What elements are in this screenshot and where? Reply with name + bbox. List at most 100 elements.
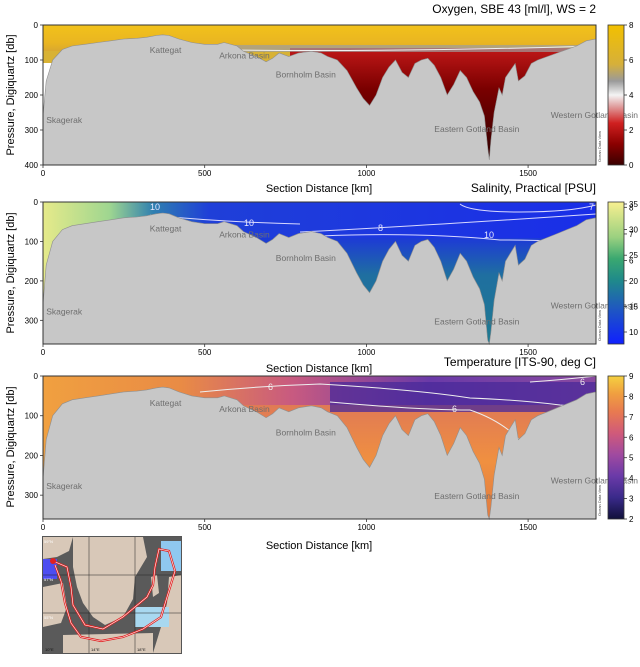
- y-tick-label: 300: [25, 126, 39, 135]
- colorbar-tick-label: 30: [629, 226, 638, 235]
- region-label: Eastern Gotland Basin: [434, 124, 519, 134]
- y-tick-label: 200: [25, 451, 39, 460]
- salinity-colorbar-credit: Ocean Data View: [597, 310, 602, 341]
- colorbar-tick-label: 7: [629, 230, 634, 239]
- y-tick-label: 100: [25, 56, 39, 65]
- colorbar-tick-label: 15: [629, 302, 638, 311]
- colorbar-tick-label: 7: [629, 413, 634, 422]
- salinity-title: Salinity, Practical [PSU]: [471, 181, 596, 195]
- region-label: Skagerak: [46, 481, 83, 491]
- salinity-contour-label: 10: [150, 202, 160, 212]
- temperature-colorbar-credit: Ocean Data View: [597, 485, 602, 516]
- salinity-isoline-7: [459, 203, 597, 213]
- y-tick-label: 400: [25, 161, 39, 170]
- temperature-colorbar: [607, 375, 625, 520]
- salinity-isoline-8: [299, 213, 597, 233]
- y-tick-label: 200: [25, 91, 39, 100]
- y-tick-label: 0: [34, 372, 39, 381]
- x-tick-label: 1000: [357, 169, 375, 178]
- oxygen-grey-band: [230, 45, 596, 52]
- region-label: Arkona Basin: [219, 50, 270, 60]
- region-label: Arkona Basin: [219, 404, 270, 414]
- colorbar-tick-label: 35: [629, 200, 638, 209]
- temperature-contour-label: 6: [268, 382, 273, 392]
- map-station-marker: [50, 558, 56, 564]
- x-tick-label: 500: [198, 523, 212, 532]
- map-lat-label: 55°N: [44, 615, 53, 620]
- y-tick-label: 100: [25, 237, 39, 246]
- oxygen-bathymetry: [42, 34, 597, 166]
- colorbar-tick-label: 6: [629, 433, 634, 442]
- region-label: Bornholm Basin: [276, 70, 336, 80]
- map-grid: [43, 537, 181, 653]
- colorbar-tick-label: 2: [629, 515, 634, 524]
- oxygen-colorbar: [607, 24, 625, 166]
- salinity-contour-label: 10: [484, 230, 494, 240]
- temperature-panel: 6 6 6 Skagerak Kattegat Arkona Basin Bornho…: [5, 372, 638, 552]
- region-label: Arkona Basin: [219, 230, 270, 240]
- x-tick-label: 1500: [519, 348, 537, 357]
- salinity-bathymetry: [42, 212, 597, 346]
- region-label: Kattegat: [150, 224, 182, 234]
- colorbar-tick-label: 4: [629, 91, 634, 100]
- station-map-inset: 59°N 57°N 55°N 10°E 14°E 18°E: [42, 536, 182, 654]
- oxygen-isoline: [229, 45, 597, 51]
- region-label: Western Gotland Basin: [551, 110, 639, 120]
- salinity-contour-label: 7: [589, 202, 594, 212]
- oxygen-ylabel: Pressure, Digiquartz [db]: [5, 34, 17, 155]
- temperature-isoline-6b: [329, 401, 521, 441]
- region-label: Eastern Gotland Basin: [434, 316, 519, 326]
- x-tick-label: 1000: [357, 348, 375, 357]
- x-tick-label: 1500: [519, 523, 537, 532]
- colorbar-tick-label: 2: [629, 126, 634, 135]
- temperature-contour-label: 6: [452, 404, 457, 414]
- y-tick-label: 200: [25, 277, 39, 286]
- region-label: Eastern Gotland Basin: [434, 491, 519, 501]
- salinity-xlabel: Section Distance [km]: [266, 363, 372, 375]
- oxygen-xlabel: Section Distance [km]: [266, 183, 372, 195]
- map-lon-label: 18°E: [137, 647, 146, 652]
- oxygen-title: Oxygen, SBE 43 [ml/l], WS = 2: [432, 2, 596, 16]
- colorbar-tick-label: 4: [629, 474, 634, 483]
- colorbar-tick-label: 5: [629, 454, 634, 463]
- y-tick-label: 0: [34, 21, 39, 30]
- region-label: Skagerak: [46, 115, 83, 125]
- region-label: Bornholm Basin: [276, 428, 336, 438]
- region-label: Western Gotland Basin: [551, 475, 639, 485]
- salinity-contour-label: 10: [244, 218, 254, 228]
- y-tick-label: 0: [34, 198, 39, 207]
- temperature-isoline-6: [199, 383, 597, 409]
- colorbar-tick-label: 8: [629, 21, 634, 30]
- map-land-denmark: [43, 583, 67, 627]
- map-land-sweden: [73, 537, 147, 625]
- temperature-xlabel: Section Distance [km]: [266, 540, 372, 552]
- x-tick-label: 0: [41, 348, 46, 357]
- y-tick-label: 300: [25, 491, 39, 500]
- region-label: Skagerak: [46, 306, 83, 316]
- map-water-baltic: [135, 607, 169, 627]
- colorbar-tick-label: 6: [629, 56, 634, 65]
- region-label: Western Gotland Basin: [551, 301, 639, 311]
- map-lat-label: 57°N: [44, 577, 53, 582]
- oxygen-panel: Skagerak Kattegat Arkona Basin Bornholm Bas…: [5, 21, 638, 195]
- colorbar-tick-label: 3: [629, 495, 634, 504]
- region-label: Kattegat: [150, 398, 182, 408]
- region-label: Kattegat: [150, 45, 182, 55]
- colorbar-tick-label: 0: [629, 161, 634, 170]
- x-tick-label: 500: [198, 348, 212, 357]
- salinity-plot-border: [42, 201, 597, 345]
- map-lon-label: 10°E: [45, 647, 54, 652]
- map-water-skagerrak: [43, 559, 57, 579]
- colorbar-tick-label: 8: [629, 203, 634, 212]
- x-tick-label: 0: [41, 523, 46, 532]
- x-tick-label: 500: [198, 169, 212, 178]
- oxygen-colorbar-credit: Ocean Data View: [597, 131, 602, 162]
- y-tick-label: 300: [25, 316, 39, 325]
- map-land-norway: [43, 537, 73, 559]
- temperature-plot-border: [42, 375, 597, 520]
- y-tick-label: 100: [25, 412, 39, 421]
- map-cruise-track-inner: [52, 548, 176, 642]
- salinity-ylabel: Pressure, Digiquartz [db]: [5, 212, 17, 333]
- temperature-contour-label: 6: [580, 377, 585, 387]
